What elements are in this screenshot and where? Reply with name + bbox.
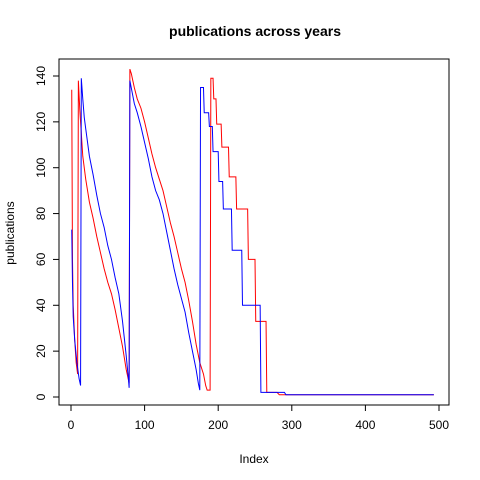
x-tick-label: 300: [282, 418, 302, 432]
plot-box: [58, 58, 450, 406]
x-tick-label: 100: [135, 418, 155, 432]
y-tick-label: 60: [34, 252, 48, 266]
y-tick-label: 20: [34, 344, 48, 358]
y-tick-label: 140: [34, 66, 48, 86]
series-line-2: [71, 78, 434, 396]
x-tick-label: 200: [208, 418, 228, 432]
x-tick-label: 400: [355, 418, 375, 432]
x-axis-label: Index: [239, 452, 268, 466]
y-axis: 0 20 40 60 80 100 120 140: [34, 66, 60, 400]
y-tick-label: 0: [34, 393, 48, 400]
y-tick-label: 80: [34, 207, 48, 221]
x-axis: 0 100 200 300 400 500: [68, 404, 449, 432]
y-axis-label: publications: [3, 201, 17, 264]
y-tick-label: 40: [34, 298, 48, 312]
chart-title: publications across years: [169, 23, 341, 39]
series-line-1: [71, 68, 434, 396]
y-tick-label: 100: [34, 157, 48, 177]
x-tick-label: 0: [68, 418, 75, 432]
y-tick-label: 120: [34, 112, 48, 132]
x-tick-label: 500: [429, 418, 449, 432]
series-layer: [71, 68, 434, 396]
